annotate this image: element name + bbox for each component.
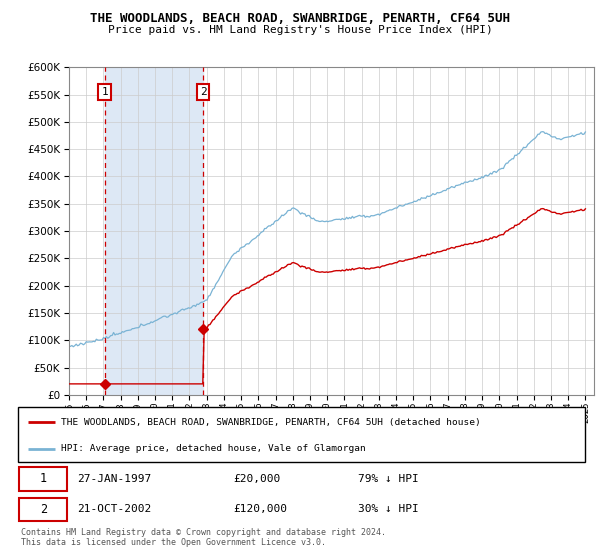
Text: Contains HM Land Registry data © Crown copyright and database right 2024.: Contains HM Land Registry data © Crown c… [21, 528, 386, 536]
Text: 2: 2 [200, 87, 206, 97]
Text: HPI: Average price, detached house, Vale of Glamorgan: HPI: Average price, detached house, Vale… [61, 444, 365, 454]
Text: 79% ↓ HPI: 79% ↓ HPI [358, 474, 419, 484]
Text: THE WOODLANDS, BEACH ROAD, SWANBRIDGE, PENARTH, CF64 5UH (detached house): THE WOODLANDS, BEACH ROAD, SWANBRIDGE, P… [61, 418, 480, 427]
Text: 27-JAN-1997: 27-JAN-1997 [77, 474, 152, 484]
Text: £120,000: £120,000 [233, 505, 287, 515]
Text: 1: 1 [101, 87, 108, 97]
Text: Price paid vs. HM Land Registry's House Price Index (HPI): Price paid vs. HM Land Registry's House … [107, 25, 493, 35]
FancyBboxPatch shape [19, 498, 67, 521]
Text: THE WOODLANDS, BEACH ROAD, SWANBRIDGE, PENARTH, CF64 5UH: THE WOODLANDS, BEACH ROAD, SWANBRIDGE, P… [90, 12, 510, 25]
Text: 2: 2 [40, 503, 47, 516]
Text: 21-OCT-2002: 21-OCT-2002 [77, 505, 152, 515]
Text: £20,000: £20,000 [233, 474, 281, 484]
Text: 1: 1 [40, 473, 47, 486]
Text: 30% ↓ HPI: 30% ↓ HPI [358, 505, 419, 515]
Bar [104, 67, 203, 395]
FancyBboxPatch shape [19, 467, 67, 491]
Text: This data is licensed under the Open Government Licence v3.0.: This data is licensed under the Open Gov… [21, 538, 326, 547]
